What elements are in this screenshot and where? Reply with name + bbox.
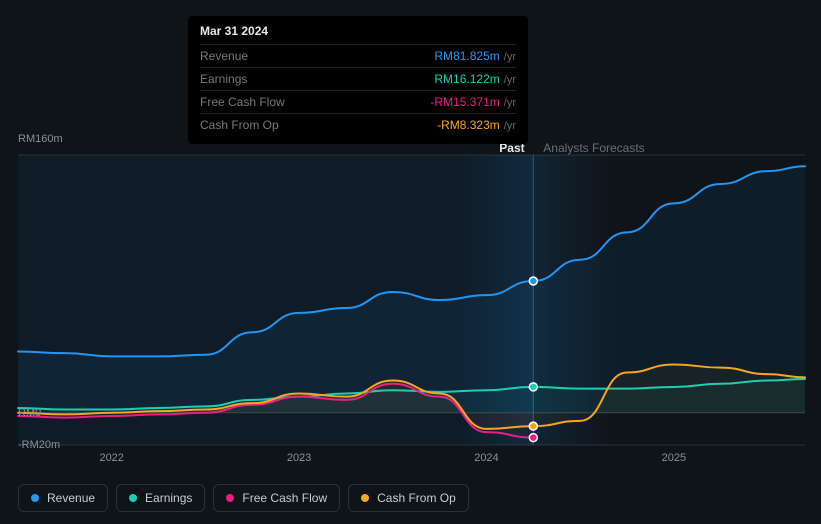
tooltip-metric-unit: /yr (504, 51, 516, 63)
y-tick-label: RM160m (18, 133, 63, 145)
tooltip-row: Cash From Op -RM8.323m/yr (200, 113, 516, 136)
chart-tooltip: Mar 31 2024 Revenue RM81.825m/yr Earnings R… (188, 16, 528, 144)
tooltip-metric-unit: /yr (504, 120, 516, 132)
legend-item-revenue[interactable]: Revenue (18, 484, 108, 512)
legend-item-earnings[interactable]: Earnings (116, 484, 205, 512)
tooltip-metric-label: Free Cash Flow (200, 95, 285, 109)
chart-legend: Revenue Earnings Free Cash Flow Cash From O… (18, 484, 469, 512)
tooltip-row: Free Cash Flow -RM15.371m/yr (200, 90, 516, 113)
tooltip-metric-value: -RM15.371m (430, 95, 499, 109)
tooltip-metric-label: Earnings (200, 72, 247, 86)
y-tick-label: RM0 (18, 407, 41, 419)
tooltip-metric-label: Cash From Op (200, 118, 279, 132)
tooltip-metric-unit: /yr (504, 97, 516, 109)
tooltip-row: Revenue RM81.825m/yr (200, 44, 516, 67)
legend-dot-icon (361, 494, 369, 502)
y-tick-label: -RM20m (18, 439, 60, 451)
tooltip-row: Earnings RM16.122m/yr (200, 67, 516, 90)
x-tick-label: 2022 (99, 452, 123, 464)
legend-item-cfo[interactable]: Cash From Op (348, 484, 469, 512)
legend-dot-icon (226, 494, 234, 502)
tooltip-date: Mar 31 2024 (200, 24, 516, 38)
forecast-section-label: Analysts Forecasts (543, 141, 644, 155)
legend-item-fcf[interactable]: Free Cash Flow (213, 484, 340, 512)
x-tick-label: 2024 (474, 452, 498, 464)
tooltip-metric-value: RM81.825m (434, 49, 499, 63)
x-tick-label: 2025 (662, 452, 686, 464)
legend-label: Earnings (145, 491, 192, 505)
legend-dot-icon (129, 494, 137, 502)
x-tick-label: 2023 (287, 452, 311, 464)
tooltip-metric-label: Revenue (200, 49, 248, 63)
financials-chart: RM160mRM0-RM20m 2022202320242025 Past An… (0, 0, 821, 524)
legend-dot-icon (31, 494, 39, 502)
legend-label: Free Cash Flow (242, 491, 327, 505)
tooltip-metric-unit: /yr (504, 74, 516, 86)
tooltip-metric-value: RM16.122m (434, 72, 499, 86)
tooltip-metric-value: -RM8.323m (437, 118, 500, 132)
legend-label: Revenue (47, 491, 95, 505)
legend-label: Cash From Op (377, 491, 456, 505)
